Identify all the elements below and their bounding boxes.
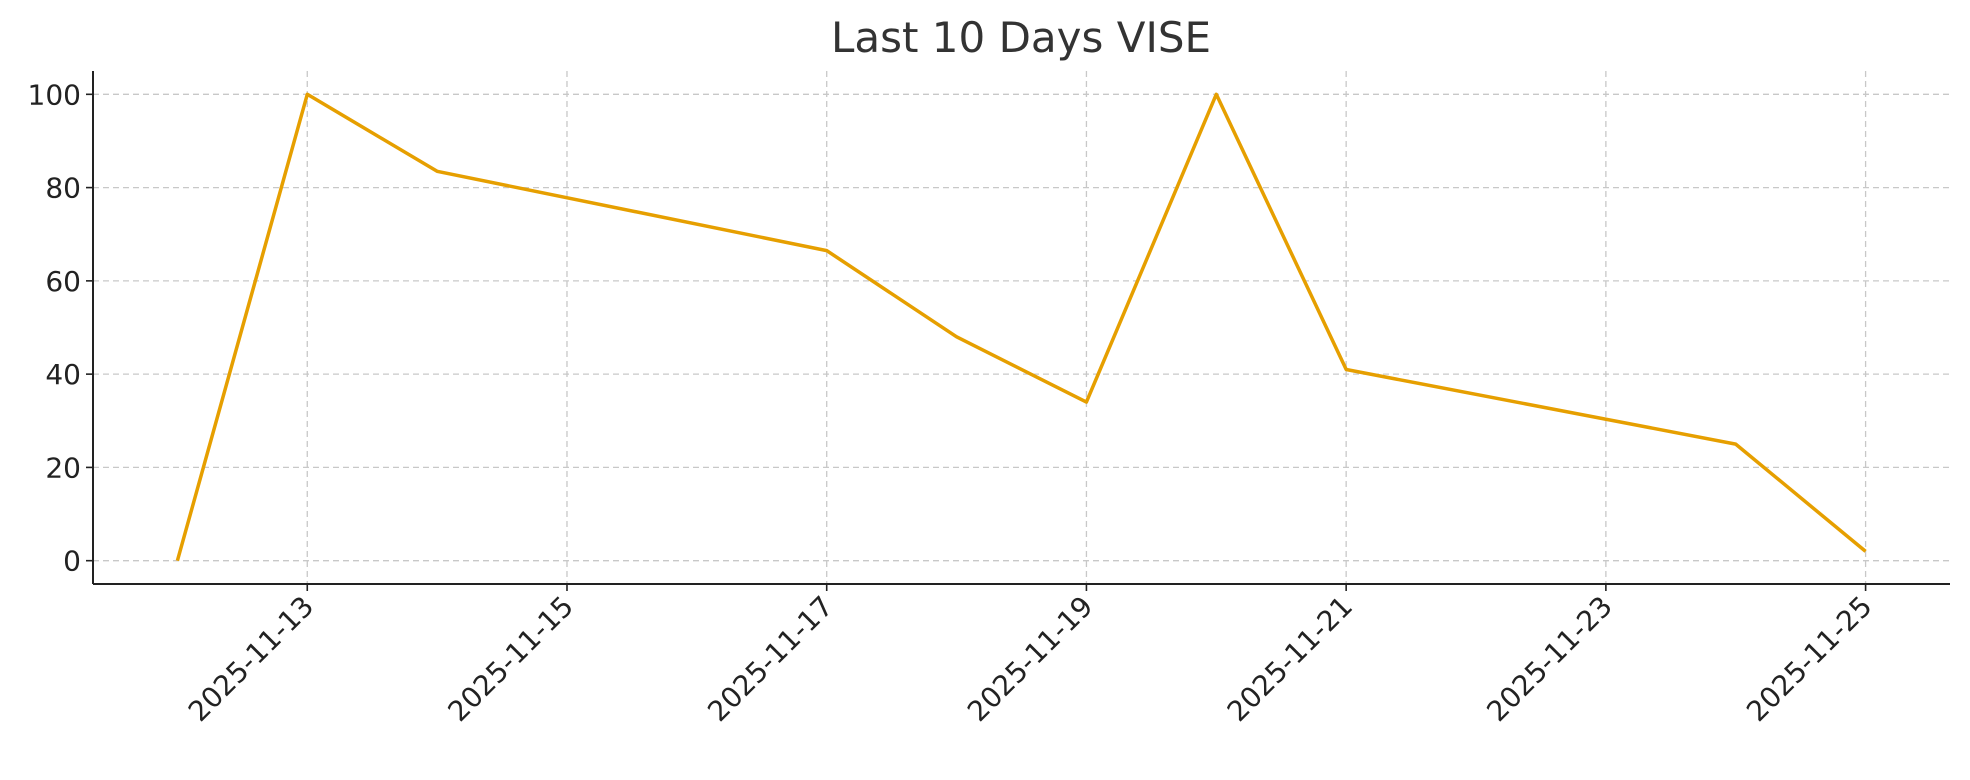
x-tick-label: 2025-11-19 <box>961 590 1099 728</box>
x-tick-label: 2025-11-15 <box>442 590 580 728</box>
x-tick-label: 2025-11-23 <box>1480 590 1618 728</box>
x-tick-label: 2025-11-21 <box>1221 590 1359 728</box>
y-tick-label: 20 <box>45 451 81 484</box>
x-tick-label: 2025-11-13 <box>182 590 320 728</box>
y-tick-label: 0 <box>63 545 81 578</box>
x-tick-label: 2025-11-25 <box>1740 590 1878 728</box>
chart-title: Last 10 Days VISE <box>831 13 1211 62</box>
y-tick-label: 100 <box>28 78 81 111</box>
x-tick-label: 2025-11-17 <box>701 590 839 728</box>
data-line <box>175 92 1867 562</box>
y-tick-label: 40 <box>45 358 81 391</box>
y-tick-label: 80 <box>45 172 81 205</box>
y-tick-label: 60 <box>45 265 81 298</box>
